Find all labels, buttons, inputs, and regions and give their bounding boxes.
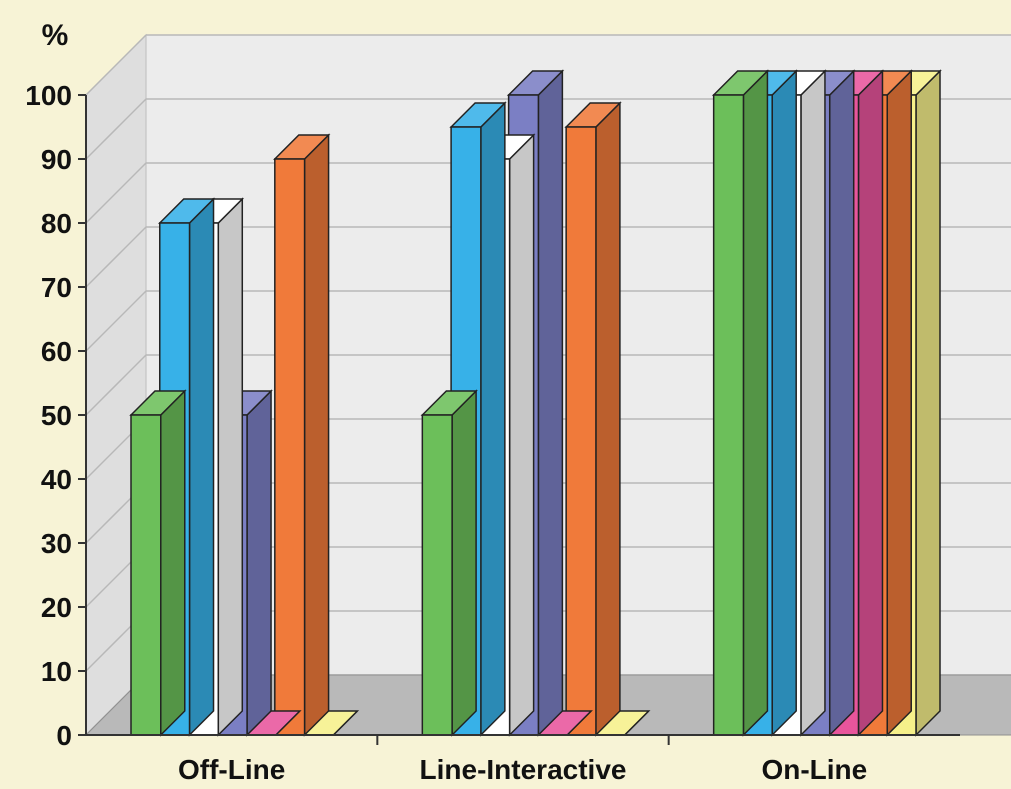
bars bbox=[129, 69, 942, 737]
gridline-side bbox=[85, 226, 147, 288]
y-tick-label: 0 bbox=[56, 720, 72, 751]
bar-side bbox=[857, 69, 884, 737]
bar-side bbox=[595, 101, 621, 737]
bar-front bbox=[712, 94, 745, 736]
x-tick-label: Line-Interactive bbox=[420, 754, 627, 784]
x-tick-label: On-Line bbox=[761, 754, 867, 784]
y-tick-label: 50 bbox=[41, 400, 72, 431]
bar-front bbox=[565, 126, 597, 736]
bar-side bbox=[915, 69, 941, 737]
gridline-side bbox=[85, 354, 147, 416]
bar-side bbox=[771, 69, 797, 737]
bar-side bbox=[451, 389, 477, 737]
bar bbox=[272, 133, 331, 737]
bar-front bbox=[130, 414, 162, 736]
y-tick-label: 70 bbox=[41, 272, 72, 303]
bar bbox=[564, 101, 622, 737]
gridline-side bbox=[85, 290, 147, 352]
y-axis: 0 10 20 30 40 50 60 70 80 90 100 bbox=[25, 80, 87, 751]
y-tick-label: 80 bbox=[41, 208, 72, 239]
bar-side bbox=[188, 197, 215, 737]
x-axis: Off-Line Line-Interactive On-Line bbox=[86, 734, 960, 785]
bar-side bbox=[303, 133, 330, 737]
y-tick-label: 40 bbox=[41, 464, 72, 495]
gridline-side bbox=[85, 98, 147, 160]
bar bbox=[420, 389, 478, 737]
gridline-side bbox=[85, 162, 147, 224]
bar-side bbox=[828, 69, 855, 737]
y-tick-label: 30 bbox=[41, 528, 72, 559]
bar bbox=[711, 69, 770, 737]
bar-side bbox=[886, 69, 912, 737]
y-tick-label: 100 bbox=[25, 80, 72, 111]
bar-side bbox=[217, 197, 244, 737]
bar-side bbox=[246, 389, 272, 737]
bar-side bbox=[508, 133, 535, 737]
bar-front bbox=[421, 414, 453, 736]
y-tick-label: 60 bbox=[41, 336, 72, 367]
bar-side bbox=[480, 101, 506, 737]
y-tick-label: 20 bbox=[41, 592, 72, 623]
bar-side bbox=[537, 69, 564, 737]
y-tick-label: 90 bbox=[41, 144, 72, 175]
bar-front bbox=[274, 158, 306, 736]
y-tick-label: 10 bbox=[41, 656, 72, 687]
bar-side bbox=[742, 69, 769, 737]
y-axis-label: % bbox=[42, 19, 69, 52]
bar-side bbox=[160, 389, 186, 737]
bar bbox=[129, 389, 187, 737]
gridline-side bbox=[85, 34, 147, 96]
x-tick-label: Off-Line bbox=[178, 754, 285, 784]
bar-side bbox=[800, 69, 826, 737]
